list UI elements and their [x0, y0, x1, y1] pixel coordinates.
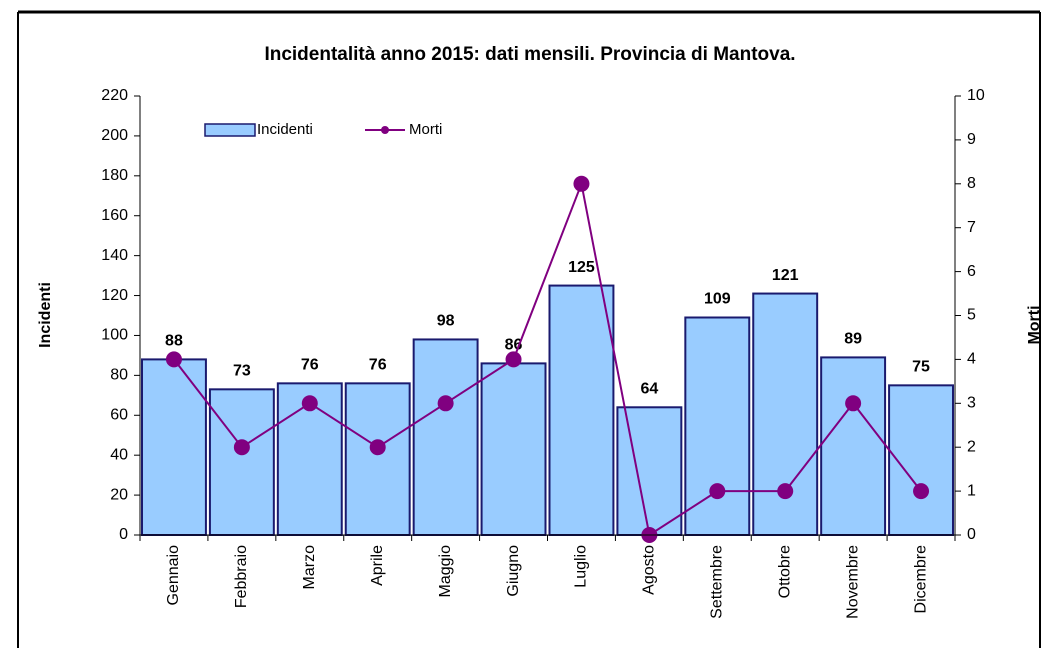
y-tick-label: 0 — [119, 526, 128, 543]
y-tick-label: 200 — [101, 127, 128, 144]
value-label: 121 — [772, 267, 799, 284]
bar — [480, 362, 547, 536]
y2-tick-label: 1 — [967, 482, 976, 499]
bar — [820, 356, 887, 536]
legend-marker — [381, 126, 389, 134]
x-tick-label: Gennaio — [165, 545, 182, 606]
y-tick-label: 80 — [110, 367, 128, 384]
bar — [344, 382, 411, 536]
value-label: 88 — [165, 333, 183, 350]
bar — [684, 316, 751, 536]
point — [777, 483, 794, 500]
y2-tick-label: 9 — [967, 131, 976, 148]
x-tick-label: Settembre — [709, 545, 726, 619]
value-label: 76 — [369, 357, 387, 374]
x-tick-label: Dicembre — [912, 545, 929, 614]
y2-tick-label: 4 — [967, 351, 976, 368]
x-tick-label: Agosto — [641, 545, 658, 595]
y2-tick-label: 8 — [967, 175, 976, 192]
point — [301, 395, 318, 412]
y-tick-label: 40 — [110, 446, 128, 463]
point — [709, 483, 726, 500]
value-label: 125 — [568, 259, 595, 276]
x-tick-label: Marzo — [301, 545, 318, 590]
point — [233, 439, 250, 456]
value-label: 76 — [301, 357, 319, 374]
y2-tick-label: 7 — [967, 219, 976, 236]
bar — [208, 388, 275, 536]
x-tick-label: Aprile — [369, 545, 386, 586]
y-axis-title: Incidenti — [37, 282, 54, 348]
y2-tick-label: 0 — [967, 526, 976, 543]
point — [573, 175, 590, 192]
y-tick-label: 20 — [110, 486, 128, 503]
value-label: 73 — [233, 363, 251, 380]
point — [437, 395, 454, 412]
y-tick-label: 100 — [101, 327, 128, 344]
x-tick-label: Novembre — [844, 545, 861, 619]
x-tick-label: Giugno — [505, 545, 522, 597]
y-tick-label: 60 — [110, 406, 128, 423]
x-tick-label: Luglio — [573, 545, 590, 588]
chart-title: Incidentalità anno 2015: dati mensili. P… — [264, 44, 795, 65]
point — [165, 351, 182, 368]
legend-label: Morti — [409, 121, 442, 138]
bar — [141, 358, 207, 536]
y2-tick-label: 6 — [967, 263, 976, 280]
y-tick-label: 120 — [101, 287, 128, 304]
y2-tick-label: 3 — [967, 395, 976, 412]
value-label: 109 — [704, 291, 731, 308]
y2-tick-label: 2 — [967, 438, 976, 455]
bar — [616, 406, 683, 537]
line — [173, 180, 922, 537]
y-tick-label: 180 — [101, 167, 128, 184]
bar — [412, 338, 479, 537]
legend-label: Incidenti — [257, 121, 313, 138]
point — [505, 351, 522, 368]
y-tick-label: 140 — [101, 247, 128, 264]
point — [369, 439, 386, 456]
point — [845, 395, 862, 412]
y2-axis-title: Morti — [1026, 305, 1043, 344]
y2-tick-label: 5 — [967, 307, 976, 324]
bar — [548, 284, 615, 536]
x-tick-label: Ottobre — [776, 545, 793, 598]
bar — [888, 384, 954, 536]
value-label: 64 — [640, 381, 658, 398]
legend-swatch — [204, 123, 256, 137]
x-tick-label: Maggio — [437, 545, 454, 598]
point — [913, 483, 930, 500]
y2-tick-label: 10 — [967, 87, 985, 104]
x-tick-label: Febbraio — [233, 545, 250, 608]
value-label: 98 — [437, 313, 455, 330]
value-label: 89 — [844, 331, 862, 348]
y-tick-label: 160 — [101, 207, 128, 224]
y-tick-label: 220 — [101, 87, 128, 104]
value-label: 75 — [912, 359, 930, 376]
